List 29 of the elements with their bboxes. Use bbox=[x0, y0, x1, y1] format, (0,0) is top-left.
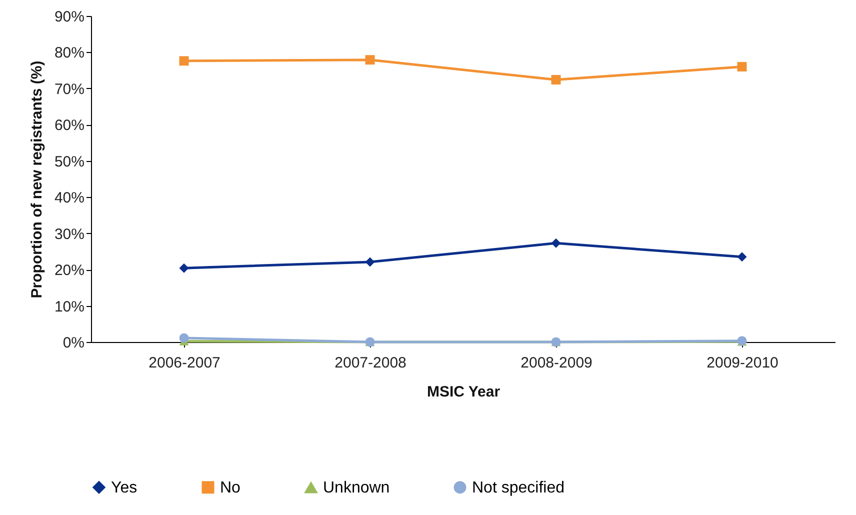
y-tick-label: 50% bbox=[54, 153, 84, 170]
point bbox=[179, 56, 189, 66]
y-tick-label: 10% bbox=[54, 298, 84, 316]
point bbox=[737, 62, 747, 72]
y-tick-label: 30% bbox=[54, 226, 84, 243]
x-tick-label: 2008-2009 bbox=[520, 354, 592, 372]
y-tick-label: 90% bbox=[54, 8, 84, 26]
x-tick-label: 2007-2008 bbox=[334, 354, 406, 372]
y-tick-label: 80% bbox=[54, 44, 84, 62]
point bbox=[179, 333, 189, 343]
point bbox=[179, 263, 189, 273]
point bbox=[737, 252, 747, 262]
x-tick-label: 2006-2007 bbox=[148, 354, 220, 372]
point bbox=[551, 238, 561, 248]
y-tick-label: 20% bbox=[54, 262, 84, 280]
legend-label: Not specified bbox=[472, 479, 564, 496]
x-tick-label: 2009-2010 bbox=[706, 354, 778, 372]
legend-label: No bbox=[220, 479, 241, 496]
point bbox=[551, 75, 561, 84]
legend-label: Yes bbox=[111, 479, 138, 496]
y-tick-label: 60% bbox=[54, 117, 84, 134]
x-axis-title: MSIC Year bbox=[426, 384, 500, 400]
legend-label: Unknown bbox=[323, 480, 390, 497]
point bbox=[365, 257, 375, 267]
point bbox=[365, 55, 375, 65]
y-tick-label: 40% bbox=[54, 190, 84, 207]
y-tick-label: 0% bbox=[62, 334, 84, 352]
y-axis-title: Proportion of new registrants (%) bbox=[28, 60, 46, 298]
y-tick-label: 70% bbox=[54, 80, 84, 98]
